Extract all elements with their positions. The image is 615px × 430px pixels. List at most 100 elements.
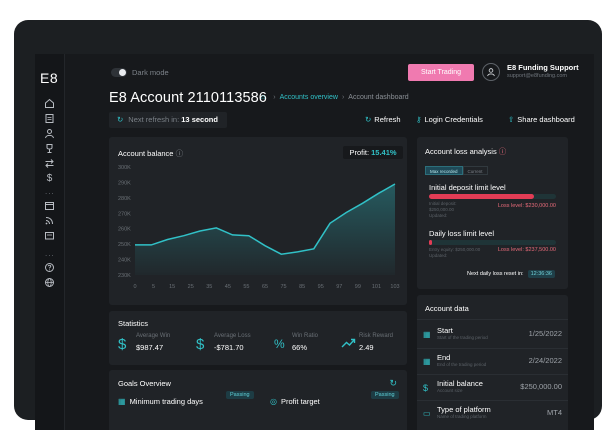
- row-sublabel: Start of the trading period: [437, 335, 488, 340]
- daily-loss-title: Daily loss limit level: [429, 229, 495, 238]
- avatar[interactable]: [482, 63, 500, 81]
- dollar-icon: $: [196, 336, 205, 353]
- y-tick-label: 280K: [118, 196, 131, 202]
- card-icon[interactable]: [44, 230, 55, 241]
- calendar-icon: ▦: [118, 397, 126, 406]
- x-tick-label: 99: [355, 284, 361, 290]
- balance-line: [135, 183, 396, 255]
- balance-chart: 230K 240K 250K 260K 270K 280K 290K 300K 0 5 15 25 35…: [118, 165, 400, 290]
- initial-loss-level: Loss level: $230,000.00: [498, 203, 556, 209]
- share-dashboard-button[interactable]: ⇧ Share dashboard: [508, 112, 575, 128]
- info-icon[interactable]: ⓘ: [175, 149, 184, 158]
- dollar-icon[interactable]: $: [46, 173, 53, 184]
- refresh-seconds: 13: [181, 115, 190, 124]
- y-tick-label: 290K: [118, 180, 131, 186]
- refresh-unit: second: [191, 115, 218, 124]
- initial-deposit-bar-fill: [429, 194, 535, 199]
- row-label: Start: [437, 326, 453, 335]
- statistics-title: Statistics: [118, 319, 149, 328]
- divider: [417, 348, 568, 349]
- y-tick-label: 270K: [118, 211, 131, 217]
- initial-loss-label: Loss level:: [497, 203, 524, 209]
- x-tick-label: 75: [281, 284, 287, 290]
- logo: E8: [40, 70, 59, 86]
- daily-updated: Updated:: [429, 253, 448, 258]
- key-icon: ⚷: [416, 115, 422, 124]
- user-icon[interactable]: [44, 128, 55, 139]
- status-badge: Passing: [226, 391, 254, 399]
- help-icon[interactable]: [44, 262, 55, 273]
- account-data-title: Account data: [425, 304, 469, 313]
- refresh-button[interactable]: ↻ Refresh: [365, 112, 401, 128]
- daily-loss-bar-fill: [429, 240, 432, 245]
- row-value: MT4: [547, 408, 562, 417]
- x-tick-label: 0: [133, 284, 136, 290]
- profit-label: Profit:: [349, 148, 370, 157]
- account-loss-card: Account loss analysis ⓘ Max recorded Curr…: [417, 137, 568, 289]
- stat-label: Win Ratio: [292, 333, 319, 339]
- globe-icon[interactable]: [44, 277, 55, 288]
- trend-up-icon: [341, 337, 356, 352]
- loss-tabs: Max recorded Current: [425, 160, 488, 175]
- rss-icon[interactable]: [44, 215, 55, 226]
- calendar-icon[interactable]: [44, 200, 55, 211]
- x-tick-label: 15: [169, 284, 175, 290]
- transfer-icon[interactable]: [44, 158, 55, 169]
- app-screen: E8 $ ...: [35, 54, 594, 430]
- refresh-icon[interactable]: ↻: [389, 378, 397, 388]
- row-label: Initial balance: [437, 379, 483, 388]
- divider: [417, 319, 568, 320]
- initial-loss-value: $230,000.00: [525, 203, 556, 209]
- divider: [417, 400, 568, 401]
- initial-deposit-title: Initial deposit limit level: [429, 183, 506, 192]
- statistics-card: Statistics $ Average Win $987.47 $ Avera…: [109, 311, 407, 365]
- goals-overview-card: Goals Overview ↻ ▦ Minimum trading days P…: [109, 370, 407, 430]
- x-tick-label: 25: [188, 284, 194, 290]
- dark-mode-toggle[interactable]: [111, 68, 127, 77]
- y-tick-label: 260K: [118, 227, 131, 233]
- entry-equity: Entry equity: $250,000.00: [429, 247, 481, 252]
- breadcrumb-home-icon[interactable]: ⌂: [261, 94, 266, 101]
- goal-profit-target: ◎ Profit target Passing: [270, 391, 402, 407]
- x-tick-label: 65: [262, 284, 268, 290]
- share-label: Share dashboard: [517, 115, 575, 124]
- daily-loss-label: Loss level:: [497, 247, 524, 253]
- refresh-label: Refresh: [374, 115, 401, 124]
- stat-label: Average Win: [136, 333, 171, 339]
- start-trading-button[interactable]: Start Trading: [408, 64, 474, 81]
- login-credentials-button[interactable]: ⚷ Login Credentials: [416, 112, 483, 128]
- x-tick-label: 55: [243, 284, 249, 290]
- x-tick-label: 45: [225, 284, 231, 290]
- stat-label: Risk Reward: [359, 333, 394, 339]
- account-data-initial-balance: $ Initial balance Account size $250,000.…: [423, 379, 562, 399]
- refresh-prefix: Next refresh in:: [128, 115, 180, 124]
- tab-max-recorded[interactable]: Max recorded: [425, 166, 463, 175]
- info-icon[interactable]: ⓘ: [498, 147, 507, 156]
- dollar-icon: $: [118, 336, 127, 353]
- separator-dots: ...: [45, 249, 55, 258]
- tab-current[interactable]: Current: [462, 166, 488, 175]
- goal-name: Profit target: [280, 397, 320, 406]
- monitor-icon: ▭: [423, 409, 431, 418]
- row-sublabel: Account size: [437, 388, 463, 393]
- initial-deposit-label: Initial deposit:: [429, 201, 457, 206]
- y-tick-label: 300K: [118, 165, 131, 171]
- breadcrumb-account-dashboard: Account dashboard: [348, 94, 409, 101]
- stat-label: Average Loss: [214, 333, 251, 339]
- share-icon: ⇧: [508, 115, 515, 124]
- home-icon[interactable]: [44, 98, 55, 109]
- x-tick-label: 97: [336, 284, 342, 290]
- breadcrumb-accounts-overview[interactable]: Accounts overview: [279, 94, 338, 101]
- top-bar: Dark mode Start Trading E8 Funding Suppo…: [65, 54, 594, 94]
- y-tick-label: 250K: [118, 242, 131, 248]
- stat-value: -$781.70: [214, 343, 244, 352]
- document-icon[interactable]: [44, 113, 55, 124]
- trophy-icon[interactable]: [44, 143, 55, 154]
- x-tick-label: 5: [152, 284, 155, 290]
- row-label: End: [437, 353, 451, 362]
- account-data-end: ▦ End End of the trading period 2/24/202…: [423, 353, 562, 373]
- daily-reset-row: Next daily loss reset in: 12:36:36: [467, 270, 555, 278]
- percent-icon: %: [274, 337, 285, 351]
- row-value: 2/24/2022: [528, 356, 562, 365]
- y-tick-label: 240K: [118, 258, 131, 264]
